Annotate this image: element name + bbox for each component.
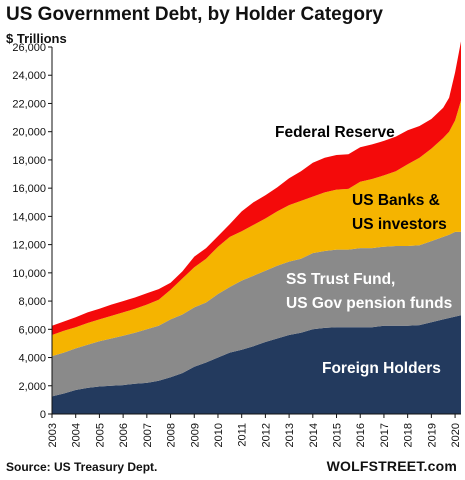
- area-series-group: [52, 41, 461, 414]
- series-label: Federal Reserve: [275, 124, 395, 141]
- x-tick-label: 2007: [142, 423, 154, 447]
- y-tick-label: 16,000: [12, 183, 46, 195]
- y-tick-label: 4,000: [18, 353, 46, 365]
- y-tick-label: 20,000: [12, 127, 46, 139]
- y-tick-label: 0: [40, 409, 46, 421]
- series-label: Foreign Holders: [322, 360, 441, 377]
- x-tick-label: 2018: [403, 423, 415, 447]
- y-tick-label: 12,000: [12, 240, 46, 252]
- x-tick-label: 2016: [355, 423, 367, 447]
- y-tick-label: 22,000: [12, 98, 46, 110]
- y-tick-label: 2,000: [18, 381, 46, 393]
- brand-logo-text: WOLFSTREET.com: [326, 458, 457, 474]
- x-tick-label: 2009: [189, 423, 201, 447]
- x-tick-label: 2019: [426, 423, 438, 447]
- area-series-0: [52, 315, 461, 414]
- y-tick-label: 8,000: [18, 296, 46, 308]
- x-tick-label: 2006: [118, 423, 130, 447]
- x-tick-label: 2010: [213, 423, 225, 447]
- x-tick-label: 2015: [332, 423, 344, 447]
- x-tick-label: 2012: [260, 423, 272, 447]
- series-label: US Banks &: [352, 192, 440, 209]
- source-note: Source: US Treasury Dept.: [6, 460, 158, 474]
- y-axis-unit-label: $ Trillions: [6, 31, 67, 46]
- y-tick-label: 10,000: [12, 268, 46, 280]
- x-tick-label: 2005: [94, 423, 106, 447]
- x-tick-label: 2011: [237, 423, 249, 447]
- x-tick-label: 2008: [166, 423, 178, 447]
- series-label: US Gov pension funds: [286, 295, 452, 312]
- axes-group: 0 2,000 4,000 6,000 8,000 10,000 12,000 14,000 1…: [12, 42, 462, 447]
- y-tick-label: 18,000: [12, 155, 46, 167]
- x-tick-label: 2013: [284, 423, 296, 447]
- series-labels-group: Federal Reserve US Banks & US investors SS …: [275, 124, 452, 377]
- x-tick-label: 2017: [379, 423, 391, 447]
- y-tick-label: 26,000: [12, 42, 46, 54]
- chart-title: US Government Debt, by Holder Category: [6, 4, 383, 25]
- series-label: SS Trust Fund,: [286, 271, 395, 288]
- x-tick-label: 2004: [71, 423, 83, 447]
- x-tick-label: 2020: [450, 423, 462, 447]
- series-label: US investors: [352, 216, 447, 233]
- area-series-1: [52, 231, 461, 397]
- area-series-2: [52, 100, 461, 357]
- y-tick-label: 24,000: [12, 70, 46, 82]
- x-tick-label: 2014: [308, 423, 320, 447]
- x-tick-label: 2003: [47, 423, 59, 447]
- y-tick-label: 14,000: [12, 211, 46, 223]
- y-tick-label: 6,000: [18, 324, 46, 336]
